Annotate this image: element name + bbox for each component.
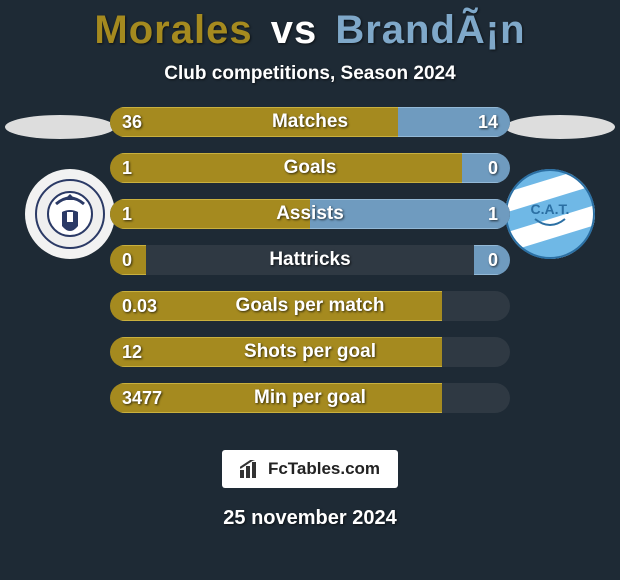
footer-date: 25 november 2024 (0, 507, 620, 530)
player2-name: BrandÃ¡n (335, 8, 525, 52)
subtitle: Club competitions, Season 2024 (0, 63, 620, 85)
stat-label: Shots per goal (110, 337, 510, 367)
stat-value-left: 0 (110, 245, 144, 275)
club-crest-right-icon: C.A.T. (505, 169, 595, 259)
stat-row: Hattricks0 0 (110, 245, 510, 275)
stat-row: Assists1 1 (110, 199, 510, 229)
stat-value-right: 0 (476, 245, 510, 275)
stat-value-left: 1 (110, 153, 144, 183)
club-badge-left (25, 169, 115, 259)
flag-left (5, 115, 115, 139)
club-crest-left-icon (34, 178, 106, 250)
stat-label: Goals per match (110, 291, 510, 321)
stat-rows: Matches3614Goals10Assists11Hattricks00Go… (110, 107, 510, 429)
vs-text: vs (271, 8, 318, 52)
stat-row: Goals per match0.03 (110, 291, 510, 321)
stat-value-right: 0 (476, 153, 510, 183)
stat-value-left: 12 (110, 337, 154, 367)
stat-label: Assists (110, 199, 510, 229)
stat-row: Min per goal3477 (110, 383, 510, 413)
svg-text:C.A.T.: C.A.T. (531, 201, 570, 217)
bar-chart-icon (240, 460, 262, 478)
stat-value-right: 14 (466, 107, 510, 137)
stat-value-right (486, 383, 510, 413)
stat-value-left: 0.03 (110, 291, 169, 321)
flag-right (505, 115, 615, 139)
stat-value-right: 1 (476, 199, 510, 229)
stat-label: Matches (110, 107, 510, 137)
comparison-title: Morales vs BrandÃ¡n (0, 0, 620, 53)
stat-value-left: 1 (110, 199, 144, 229)
stat-value-left: 36 (110, 107, 154, 137)
club-badge-right: C.A.T. (505, 169, 595, 259)
stat-row: Goals1 0 (110, 153, 510, 183)
stat-row: Matches36 14 (110, 107, 510, 137)
player1-name: Morales (94, 8, 252, 52)
stat-value-left: 3477 (110, 383, 174, 413)
stat-label: Goals (110, 153, 510, 183)
stat-value-right (486, 291, 510, 321)
stat-label: Hattricks (110, 245, 510, 275)
brand-text: FcTables.com (268, 459, 380, 479)
brand-badge: FcTables.com (222, 450, 398, 488)
stat-row: Shots per goal12 (110, 337, 510, 367)
stat-value-right (486, 337, 510, 367)
